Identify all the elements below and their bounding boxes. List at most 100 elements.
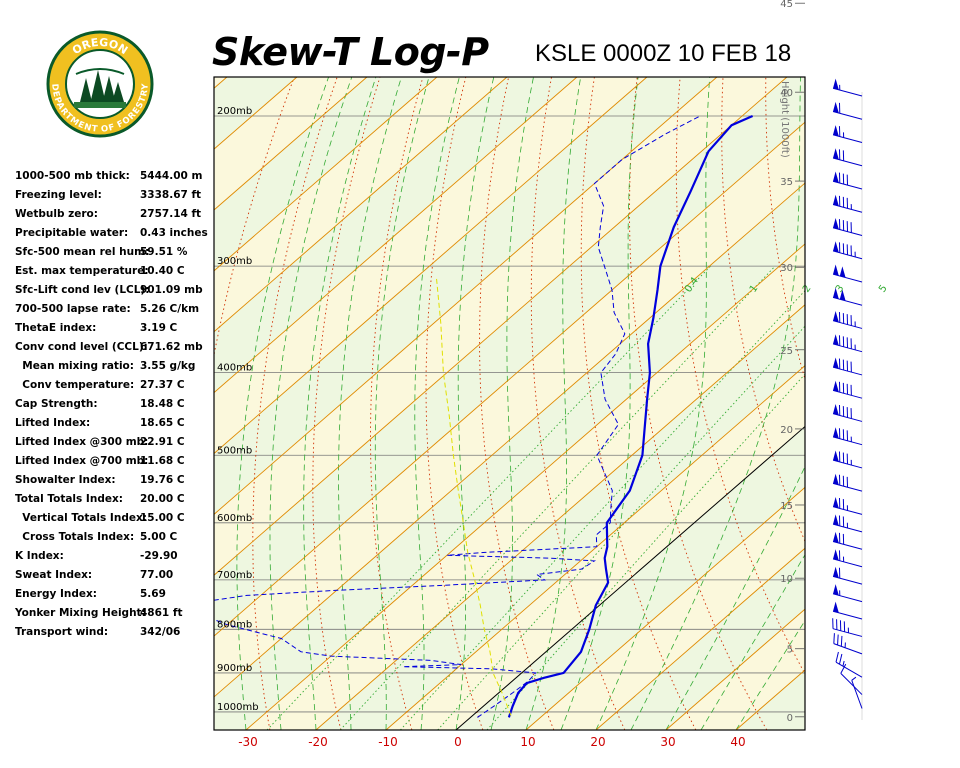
height-tick-label: 45 — [780, 0, 793, 10]
isotherm-line — [214, 77, 438, 272]
isotherm-line — [214, 121, 805, 637]
isotherm-line — [876, 77, 960, 730]
height-tick-label: 25 — [780, 346, 793, 357]
index-value: 27.37 C — [140, 379, 185, 391]
index-row: ThetaE index: 3.19 C — [15, 320, 215, 339]
index-value: 11.68 C — [140, 455, 185, 467]
isotherm-line — [315, 304, 805, 730]
index-value: 5.26 C/km — [140, 303, 200, 315]
index-label: Vertical Totals Index: — [15, 512, 147, 524]
moist-adiabat-line — [560, 77, 639, 730]
isotherm-line — [214, 182, 805, 698]
index-row: Wetbulb zero: 2757.14 ft — [15, 206, 215, 225]
wind-barb — [832, 194, 863, 213]
dry-adiabat-line — [721, 77, 805, 543]
index-value: 3338.67 ft — [140, 189, 202, 201]
isotherm-line — [595, 547, 805, 730]
mixing-ratio-line — [437, 325, 805, 730]
index-value: 22.91 C — [140, 436, 185, 448]
index-value: 2757.14 ft — [140, 208, 202, 220]
index-label: Lifted Index: — [15, 417, 91, 429]
wind-barb — [832, 450, 863, 469]
wind-barb — [832, 357, 863, 376]
index-label: Mean mixing ratio: — [15, 360, 134, 372]
moist-adiabat-line — [414, 77, 460, 730]
mixing-ratio-line — [486, 373, 805, 730]
index-row: Conv temperature: 27.37 C — [15, 377, 215, 396]
index-row: Sfc-Lift cond lev (LCL): 901.09 mb — [15, 282, 215, 301]
index-value: 4861 ft — [140, 607, 183, 619]
index-row: 700-500 lapse rate: 5.26 C/km — [15, 301, 215, 320]
isotherm-band — [214, 77, 805, 637]
index-label: Lifted Index @700 mb: — [15, 455, 149, 467]
x-tick-label: 20 — [590, 735, 605, 749]
index-row: Transport wind: 342/06 — [15, 624, 215, 643]
isotherm-band — [214, 183, 805, 730]
wind-barb — [832, 618, 863, 637]
index-label: Total Totals Index: — [15, 493, 123, 505]
index-row: Cross Totals Index: 5.00 C — [15, 529, 215, 548]
dry-adiabat-line — [629, 77, 768, 730]
index-value: 77.00 — [140, 569, 174, 581]
height-tick-label: 0 — [787, 713, 793, 724]
index-label: Freezing level: — [15, 189, 102, 201]
dry-adiabat-line — [214, 77, 295, 358]
dry-adiabat-line — [252, 77, 338, 730]
index-row: Vertical Totals Index: 15.00 C — [15, 510, 215, 529]
dewpoint-profile-line — [214, 115, 701, 718]
index-label: Energy Index: — [15, 588, 97, 600]
height-axis-title: Height (1000ft) — [779, 81, 790, 158]
dry-adiabat-line — [937, 77, 960, 730]
pressure-label: 300mb — [217, 256, 252, 267]
moist-adiabat-line — [455, 77, 495, 730]
moist-adiabat-line — [338, 77, 402, 730]
wind-barb — [832, 171, 863, 190]
index-value: 18.65 C — [140, 417, 185, 429]
index-label: K Index: — [15, 550, 64, 562]
index-value: -29.90 — [140, 550, 178, 562]
index-label: Lifted Index @300 mb: — [15, 436, 149, 448]
dry-adiabat-line — [675, 77, 805, 675]
index-label: Cap Strength: — [15, 398, 98, 410]
dry-adiabat-line — [530, 77, 626, 730]
index-label: Sfc-500 mean rel hum: — [15, 246, 150, 258]
wind-barb — [832, 601, 863, 620]
height-tick-label: 15 — [780, 501, 793, 512]
moist-adiabat-line — [525, 77, 582, 730]
pressure-label: 800mb — [217, 619, 252, 630]
zero-isotherm-line — [455, 425, 805, 730]
index-row: Showalter Index: 19.76 C — [15, 472, 215, 491]
mixing-ratio-line — [266, 265, 711, 730]
pressure-label: 400mb — [217, 363, 252, 374]
index-row: K Index: -29.90 — [15, 548, 215, 567]
x-tick-label: -20 — [308, 735, 328, 749]
index-row: Yonker Mixing Height: 4861 ft — [15, 605, 215, 624]
index-row: Est. max temperature: 10.40 C — [15, 263, 215, 282]
index-label: Precipitable water: — [15, 227, 129, 239]
index-label: Conv temperature: — [15, 379, 135, 391]
moist-adiabat-line — [595, 77, 711, 730]
pressure-label: 200mb — [217, 106, 252, 117]
dry-adiabat-line — [852, 77, 960, 730]
index-label: 700-500 lapse rate: — [15, 303, 131, 315]
index-row: Sweat Index: 77.00 — [15, 567, 215, 586]
parcel-profile-line — [436, 278, 512, 716]
mixing-ratio-label: 3 — [834, 283, 847, 295]
index-label: Showalter Index: — [15, 474, 116, 486]
index-label: Sfc-Lift cond lev (LCL): — [15, 284, 150, 296]
isotherm-line — [525, 486, 805, 730]
index-value: 18.48 C — [140, 398, 185, 410]
isotherm-line — [806, 77, 960, 730]
index-value: 19.76 C — [140, 474, 185, 486]
index-value: 3.19 C — [140, 322, 178, 334]
pressure-label: 900mb — [217, 663, 252, 674]
isotherm-band — [806, 77, 960, 730]
height-tick-label: 20 — [780, 425, 793, 436]
index-row: Energy Index: 5.69 — [15, 586, 215, 605]
index-label: Conv cond level (CCL): — [15, 341, 148, 353]
isotherm-line — [214, 77, 788, 576]
pressure-label: 1000mb — [217, 702, 259, 713]
temperature-profile-line — [507, 114, 754, 718]
x-tick-label: -10 — [378, 735, 398, 749]
